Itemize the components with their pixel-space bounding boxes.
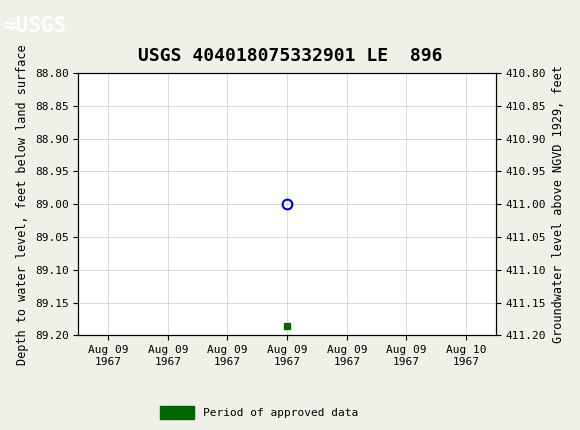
Text: ≈USGS: ≈USGS [3, 16, 66, 36]
Y-axis label: Groundwater level above NGVD 1929, feet: Groundwater level above NGVD 1929, feet [552, 65, 565, 343]
FancyBboxPatch shape [160, 406, 194, 419]
Y-axis label: Depth to water level, feet below land surface: Depth to water level, feet below land su… [16, 44, 29, 365]
Text: USGS 404018075332901 LE  896: USGS 404018075332901 LE 896 [138, 47, 442, 65]
Text: Period of approved data: Period of approved data [203, 408, 358, 418]
